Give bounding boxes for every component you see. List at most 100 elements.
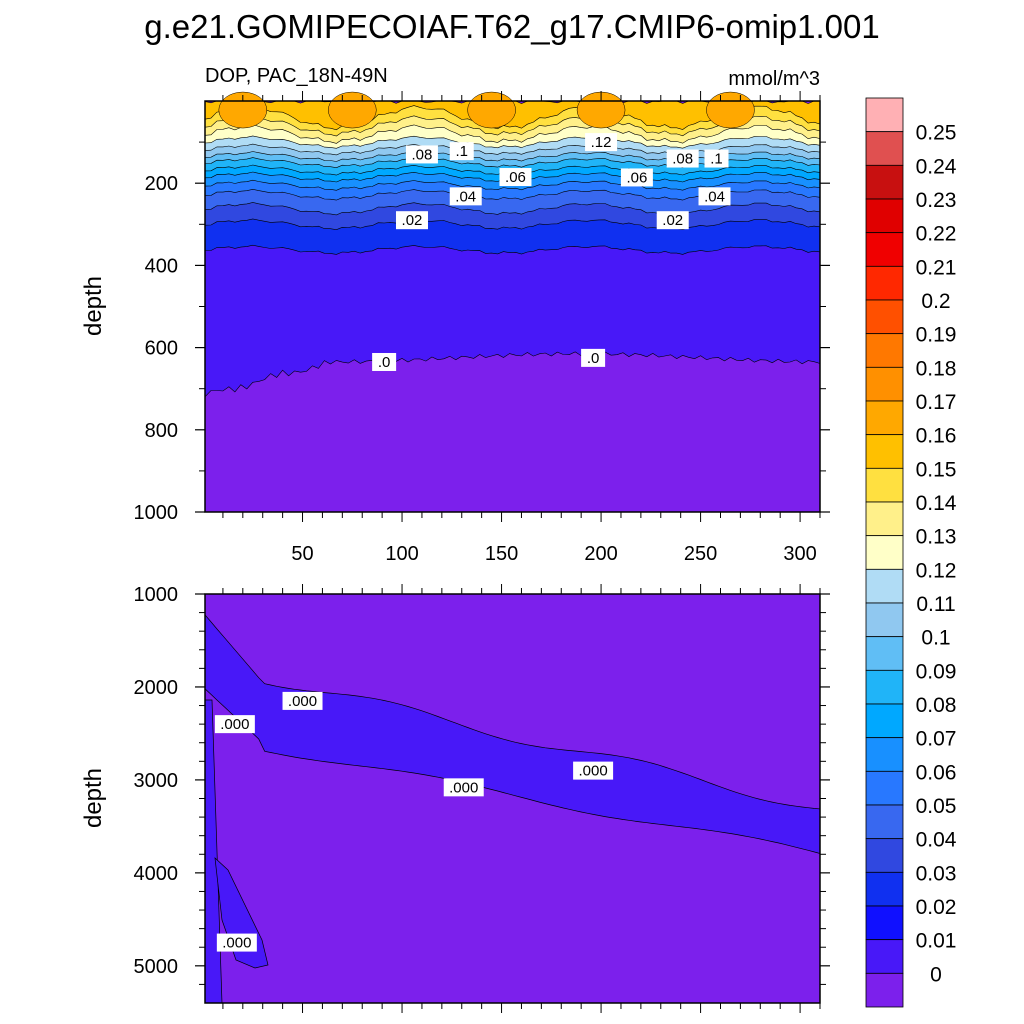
lower-x-axis <box>222 584 821 1013</box>
svg-text:.000: .000 <box>220 716 249 733</box>
contour-label: .000 <box>573 761 614 780</box>
colorbar-box <box>865 333 904 368</box>
svg-text:.000: .000 <box>222 935 251 952</box>
colorbar-label: 0.24 <box>916 155 957 178</box>
contour-label: .000 <box>216 933 257 952</box>
colorbar-box <box>865 770 904 806</box>
colorbar-label: 0.12 <box>916 559 957 582</box>
colorbar-box <box>865 164 904 200</box>
contour-label: .1 <box>449 142 474 161</box>
svg-text:.1: .1 <box>455 143 468 160</box>
colorbar-label: 0.21 <box>916 256 957 279</box>
colorbar-box <box>865 97 904 133</box>
colorbar-box <box>865 299 904 335</box>
upper-panel: .12 .08 .1 .06 .06 .08 .1 .04 .04 .02 .02 .0 .0 200 4… <box>80 91 830 565</box>
upper-contour-fills <box>204 91 821 513</box>
upper-x-axis: 50 100 150 200 250 300 <box>222 91 821 565</box>
colorbar-box <box>865 905 904 941</box>
x-tick-label: 200 <box>584 543 617 565</box>
colorbar-box <box>865 265 904 301</box>
colorbar-label: 0.02 <box>916 896 957 919</box>
colorbar-box <box>865 198 904 234</box>
y-tick-label: 1000 <box>134 584 179 606</box>
contour-label: .08 <box>405 145 438 164</box>
colorbar-label: 0 <box>930 963 942 986</box>
svg-text:.02: .02 <box>402 212 423 229</box>
svg-text:.06: .06 <box>505 169 526 186</box>
colorbar-box <box>865 400 904 436</box>
colorbar-label: 0.2 <box>921 290 950 313</box>
colorbar-label: 0.13 <box>916 526 957 549</box>
y-tick-label: 4000 <box>134 863 179 885</box>
y-tick-label: 2000 <box>134 677 179 699</box>
svg-text:.06: .06 <box>626 169 647 186</box>
svg-text:.000: .000 <box>579 763 608 780</box>
x-tick-label: 50 <box>291 543 313 565</box>
colorbar-box <box>865 838 904 873</box>
colorbar-label: 0.17 <box>916 391 957 414</box>
x-tick-label: 150 <box>485 543 518 565</box>
contour-label: .06 <box>499 168 532 187</box>
colorbar-box <box>865 232 904 267</box>
colorbar-label: 0.09 <box>916 660 957 683</box>
colorbar-box <box>865 669 904 705</box>
colorbar-box <box>865 568 904 604</box>
svg-text:.04: .04 <box>704 188 725 205</box>
colorbar-box <box>865 636 904 671</box>
colorbar-label: 0.25 <box>916 122 957 145</box>
svg-text:.04: .04 <box>455 188 476 205</box>
lower-y-axis-label: depth <box>80 768 107 828</box>
band-0 <box>204 351 821 513</box>
surface-maximum <box>467 91 516 129</box>
colorbar-label: 0.06 <box>916 761 957 784</box>
colorbar-box <box>865 366 904 402</box>
colorbar-label: 0.16 <box>916 425 957 448</box>
y-tick-label: 400 <box>145 255 178 277</box>
colorbar-box <box>865 501 904 537</box>
colorbar-label: 0.01 <box>916 930 957 953</box>
colorbar-box <box>865 939 904 974</box>
lower-y-axis: 1000 2000 3000 4000 5000 <box>134 584 830 985</box>
colorbar-box <box>865 467 904 503</box>
colorbar-box <box>865 703 904 739</box>
units-label: mmol/m^3 <box>728 68 820 90</box>
contour-label: .000 <box>214 715 255 734</box>
colorbar-box <box>865 737 904 772</box>
figure-title: g.e21.GOMIPECOIAF.T62_g17.CMIP6-omip1.00… <box>144 8 880 45</box>
colorbar-box <box>865 804 904 840</box>
lower-contour-labels: .000 .000 .000 .000 .000 <box>214 691 614 952</box>
colorbar-label: 0.19 <box>916 324 957 347</box>
colorbar-label: 0.22 <box>916 223 957 246</box>
surface-maximum <box>328 91 377 129</box>
colorbar-box <box>865 972 904 1008</box>
colorbar-box <box>865 434 904 469</box>
colorbar-box <box>865 602 904 638</box>
colorbar-label: 0.15 <box>916 458 957 481</box>
svg-text:.0: .0 <box>587 350 600 367</box>
y-tick-label: 3000 <box>134 770 179 792</box>
colorbar-box <box>865 131 904 166</box>
colorbar-label: 0.07 <box>916 728 957 751</box>
colorbar-label: 0.05 <box>916 795 957 818</box>
colorbar-label: 0.18 <box>916 357 957 380</box>
svg-text:.000: .000 <box>288 693 317 710</box>
y-tick-label: 800 <box>145 420 178 442</box>
colorbar-box <box>865 535 904 570</box>
contour-label: .1 <box>704 149 729 168</box>
svg-text:.1: .1 <box>710 151 723 168</box>
contour-label: .000 <box>282 691 323 710</box>
svg-text:.12: .12 <box>591 134 612 151</box>
contour-label: .000 <box>443 778 484 797</box>
y-tick-label: 600 <box>145 338 178 360</box>
contour-label: .04 <box>698 187 731 206</box>
contour-label: .08 <box>666 149 699 168</box>
upper-contour-labels: .12 .08 .1 .06 .06 .08 .1 .04 .04 .02 .02 .0 .0 <box>372 133 731 371</box>
colorbar-box <box>865 871 904 907</box>
surface-maximum <box>706 91 755 129</box>
colorbar: 0.25 0.24 0.23 0.22 0.21 0.2 0.19 0.18 0.17 0.16 0… <box>865 97 957 1008</box>
contour-label: .0 <box>581 348 606 367</box>
lower-panel: .000 .000 .000 .000 .000 1000 2000 3000 4000 500… <box>80 584 830 1013</box>
svg-text:.08: .08 <box>412 146 433 163</box>
colorbar-label: 0.04 <box>916 829 957 852</box>
